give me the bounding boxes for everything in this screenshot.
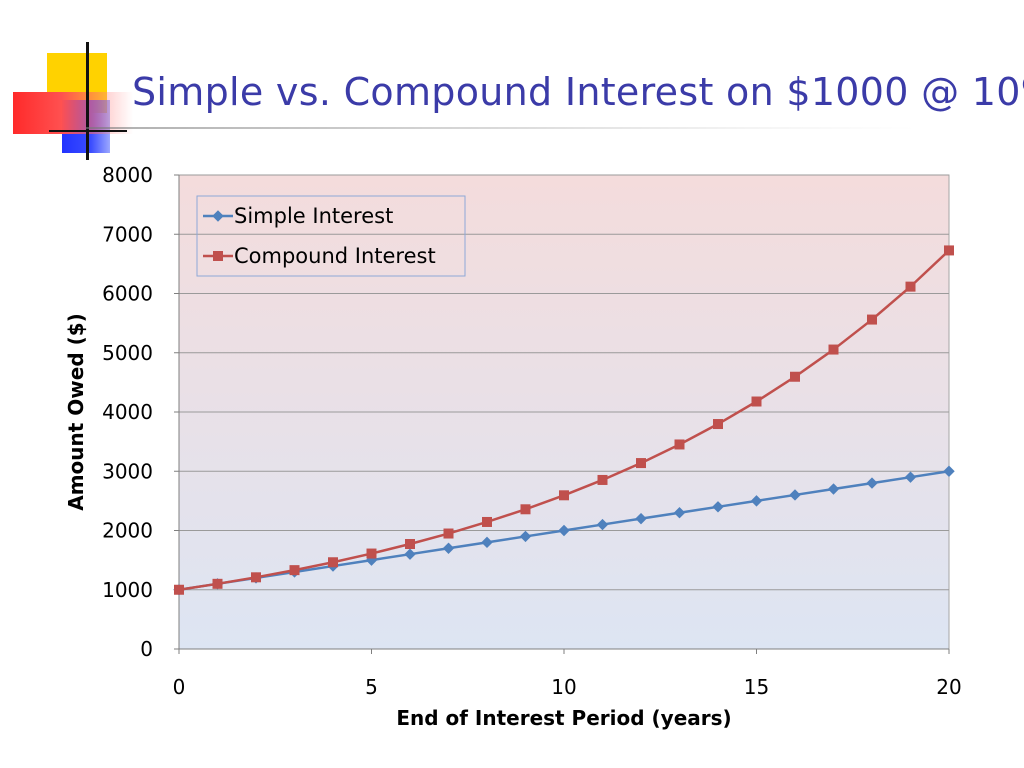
title-underline (86, 127, 916, 129)
y-tick-label: 0 (140, 637, 153, 661)
series-compound-interest (174, 245, 954, 595)
data-point (558, 524, 570, 537)
legend-item: Compound Interest (203, 244, 436, 268)
data-point (713, 419, 723, 430)
data-point (482, 516, 492, 527)
data-point (442, 542, 455, 554)
decor-horizontal-line (49, 130, 127, 132)
legend-box (196, 195, 466, 277)
legend: Simple Interest Compound Interest (196, 195, 466, 277)
y-tick-label: 7000 (102, 222, 153, 246)
data-point (519, 530, 532, 543)
data-point (905, 281, 916, 292)
data-point (751, 396, 762, 407)
x-tick-label: 20 (936, 675, 961, 699)
data-point (520, 504, 531, 515)
slide-title: Simple vs. Compound Interest on $1000 @ … (132, 70, 1024, 114)
data-point (828, 344, 839, 355)
x-tick-label: 15 (744, 675, 769, 699)
x-tick-label: 10 (551, 675, 576, 699)
data-point (366, 548, 377, 559)
legend-swatch-marker (212, 210, 224, 222)
data-point (481, 536, 493, 549)
x-axis-title: End of Interest Period (years) (396, 706, 731, 730)
data-point (790, 371, 800, 382)
data-point (328, 557, 338, 568)
legend-item: Simple Interest (203, 204, 393, 228)
y-tick-label: 2000 (102, 519, 153, 543)
data-point (866, 477, 878, 489)
data-point (943, 465, 955, 477)
data-point (405, 539, 415, 550)
legend-swatch-marker (213, 251, 223, 261)
data-point (750, 495, 763, 507)
x-tick-label: 0 (173, 675, 186, 699)
y-tick-label: 5000 (102, 341, 153, 365)
legend-label: Simple Interest (234, 204, 393, 228)
data-point (636, 458, 646, 469)
data-point (443, 528, 454, 539)
data-point (212, 578, 223, 589)
data-point (673, 507, 686, 519)
y-axis-title: Amount Owed ($) (64, 313, 88, 511)
y-tick-label: 1000 (102, 578, 153, 602)
decor-vertical-line (86, 42, 89, 160)
data-point (944, 245, 954, 256)
y-tick-label: 4000 (102, 400, 153, 424)
data-point (674, 439, 685, 450)
data-point (251, 572, 261, 583)
axes: 0 1000 2000 3000 4000 5000 6000 7000 8000 0 5 10 15 2… (102, 163, 962, 699)
gridlines (179, 174, 949, 591)
data-point (289, 565, 300, 576)
data-point (635, 512, 647, 525)
data-point (596, 518, 609, 531)
legend-label: Compound Interest (234, 244, 436, 268)
data-point (712, 501, 724, 513)
data-point (597, 474, 608, 485)
x-tick-label: 5 (365, 675, 378, 699)
data-point (867, 314, 877, 325)
data-point (174, 584, 184, 595)
data-point (827, 483, 840, 495)
data-point (404, 548, 416, 560)
y-tick-label: 6000 (102, 282, 153, 306)
data-point (904, 471, 917, 483)
y-tick-label: 8000 (102, 163, 153, 187)
data-point (559, 490, 569, 501)
y-tick-label: 3000 (102, 459, 153, 483)
series-group (173, 245, 955, 596)
data-point (789, 489, 801, 501)
